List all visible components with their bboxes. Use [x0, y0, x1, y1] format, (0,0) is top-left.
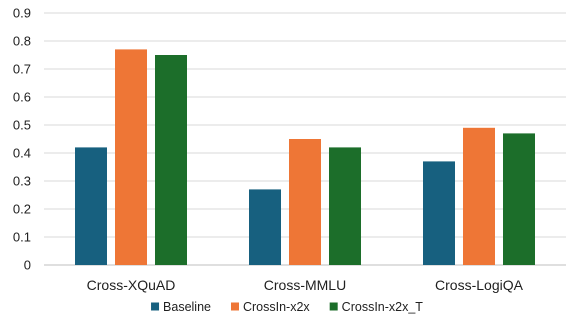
bars [75, 49, 535, 266]
legend-swatch [151, 302, 160, 311]
bar-baseline-0 [75, 147, 107, 265]
y-tick-label: 0 [24, 258, 31, 273]
bar-crossin-x2x-t-1 [329, 147, 361, 265]
y-tick-label: 0.8 [13, 34, 31, 49]
bar-baseline-1 [249, 189, 281, 265]
legend-label: CrossIn-x2x [243, 300, 310, 314]
bar-crossin-x2x-0 [115, 49, 147, 266]
y-tick-label: 0.1 [13, 230, 31, 245]
bar-crossin-x2x-t-2 [503, 133, 535, 265]
legend-label: Baseline [163, 300, 211, 314]
legend-swatch [329, 302, 338, 311]
bar-crossin-x2x-t-0 [155, 55, 187, 265]
x-category-label: Cross-MMLU [264, 277, 346, 293]
x-category-label: Cross-LogiQA [435, 277, 524, 293]
y-tick-label: 0.5 [13, 118, 31, 133]
y-axis-tick-labels: 0 0.1 0.2 0.3 0.4 0.5 0.6 0.7 0.8 0.9 [13, 6, 31, 273]
bar-baseline-2 [423, 161, 455, 265]
y-tick-label: 0.3 [13, 174, 31, 189]
legend: Baseline CrossIn-x2x CrossIn-x2x_T [151, 300, 423, 314]
bar-crossin-x2x-2 [463, 127, 495, 265]
y-tick-label: 0.7 [13, 62, 31, 77]
y-tick-label: 0.6 [13, 90, 31, 105]
bar-crossin-x2x-1 [289, 139, 321, 265]
legend-label: CrossIn-x2x_T [342, 300, 424, 314]
y-tick-label: 0.4 [13, 146, 31, 161]
x-axis-category-labels: Cross-XQuAD Cross-MMLU Cross-LogiQA [87, 277, 524, 293]
y-tick-label: 0.9 [13, 6, 31, 21]
y-tick-label: 0.2 [13, 202, 31, 217]
x-category-label: Cross-XQuAD [87, 277, 176, 293]
legend-swatch [230, 302, 239, 311]
